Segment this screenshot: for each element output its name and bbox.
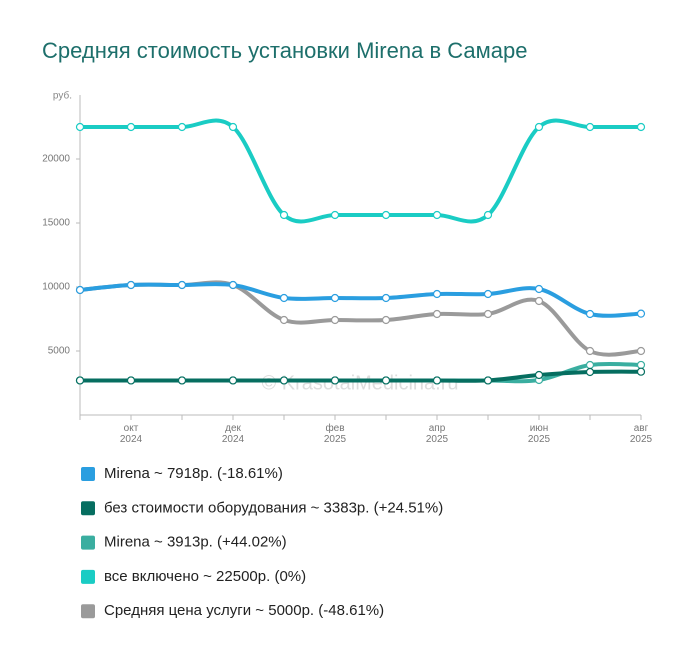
data-point [432,210,442,220]
data-point [126,122,136,132]
data-point [330,293,340,303]
y-tick-label: 15000 [42,218,70,229]
data-point [75,285,85,295]
data-point [585,122,595,132]
series-line [78,280,643,357]
data-point [432,289,442,299]
series-line [78,282,643,318]
data-point [279,315,289,325]
legend-label: Mirena ~ 7918р. (-18.61%) [104,465,283,482]
data-point [483,210,493,220]
data-point [75,122,85,132]
y-axis-label: руб. [53,90,72,102]
data-point [636,360,646,370]
legend-label: без стоимости оборудования ~ 3383р. (+24… [104,499,443,516]
data-point [432,376,442,385]
x-tick-label: фев 2025 [324,422,347,445]
data-point [126,280,136,290]
legend-swatch [81,604,95,619]
x-tick-label: авг 2025 [630,423,653,445]
legend-swatch [81,467,95,481]
data-point [534,284,544,294]
data-point [126,376,136,385]
legend-swatch [81,535,95,550]
data-point [381,210,391,220]
y-tick-label: 10000 [42,282,70,293]
data-point [585,346,595,356]
series-line [78,118,643,224]
data-point [483,289,493,299]
data-point [534,296,544,306]
data-point [585,360,595,370]
data-point [330,376,340,385]
data-point [483,309,493,319]
watermark: © KrasotaiMedicina.ru [261,372,458,394]
x-tick-label: дек 2024 [222,423,245,445]
data-point [177,376,187,385]
data-point [228,376,238,385]
data-point [636,346,646,356]
legend-label: все включено ~ 22500р. (0%) [104,568,306,585]
data-point [381,376,391,385]
data-point [330,315,340,325]
data-point [636,122,646,132]
legend-label: Mirena ~ 3913р. (+44.02%) [104,534,287,551]
chart-title: Средняя стоимость установки Mirena в Сам… [42,38,527,63]
data-point [381,315,391,325]
data-point [75,376,85,385]
data-point [279,210,289,220]
legend-swatch [81,501,95,516]
data-point [279,293,289,303]
y-tick-label: 5000 [48,346,71,357]
data-point [177,280,187,290]
data-point [432,309,442,319]
data-point [228,122,238,132]
data-point [534,122,544,132]
data-point [636,367,646,376]
series-line [78,369,643,383]
y-tick-label: 20000 [42,154,70,165]
data-point [279,376,289,385]
data-point [381,293,391,303]
data-point [483,376,493,385]
data-point [585,309,595,319]
data-point [177,122,187,132]
x-tick-label: июн 2025 [528,423,551,445]
data-point [585,367,595,377]
data-point [636,309,646,318]
data-point [534,370,544,380]
legend-swatch [81,569,95,584]
data-point [228,280,238,290]
x-tick-label: окт 2024 [120,423,143,445]
x-tick-label: апр 2025 [426,423,449,445]
data-point [330,210,340,220]
legend-label: Средняя цена услуги ~ 5000р. (-48.61%) [104,602,384,619]
